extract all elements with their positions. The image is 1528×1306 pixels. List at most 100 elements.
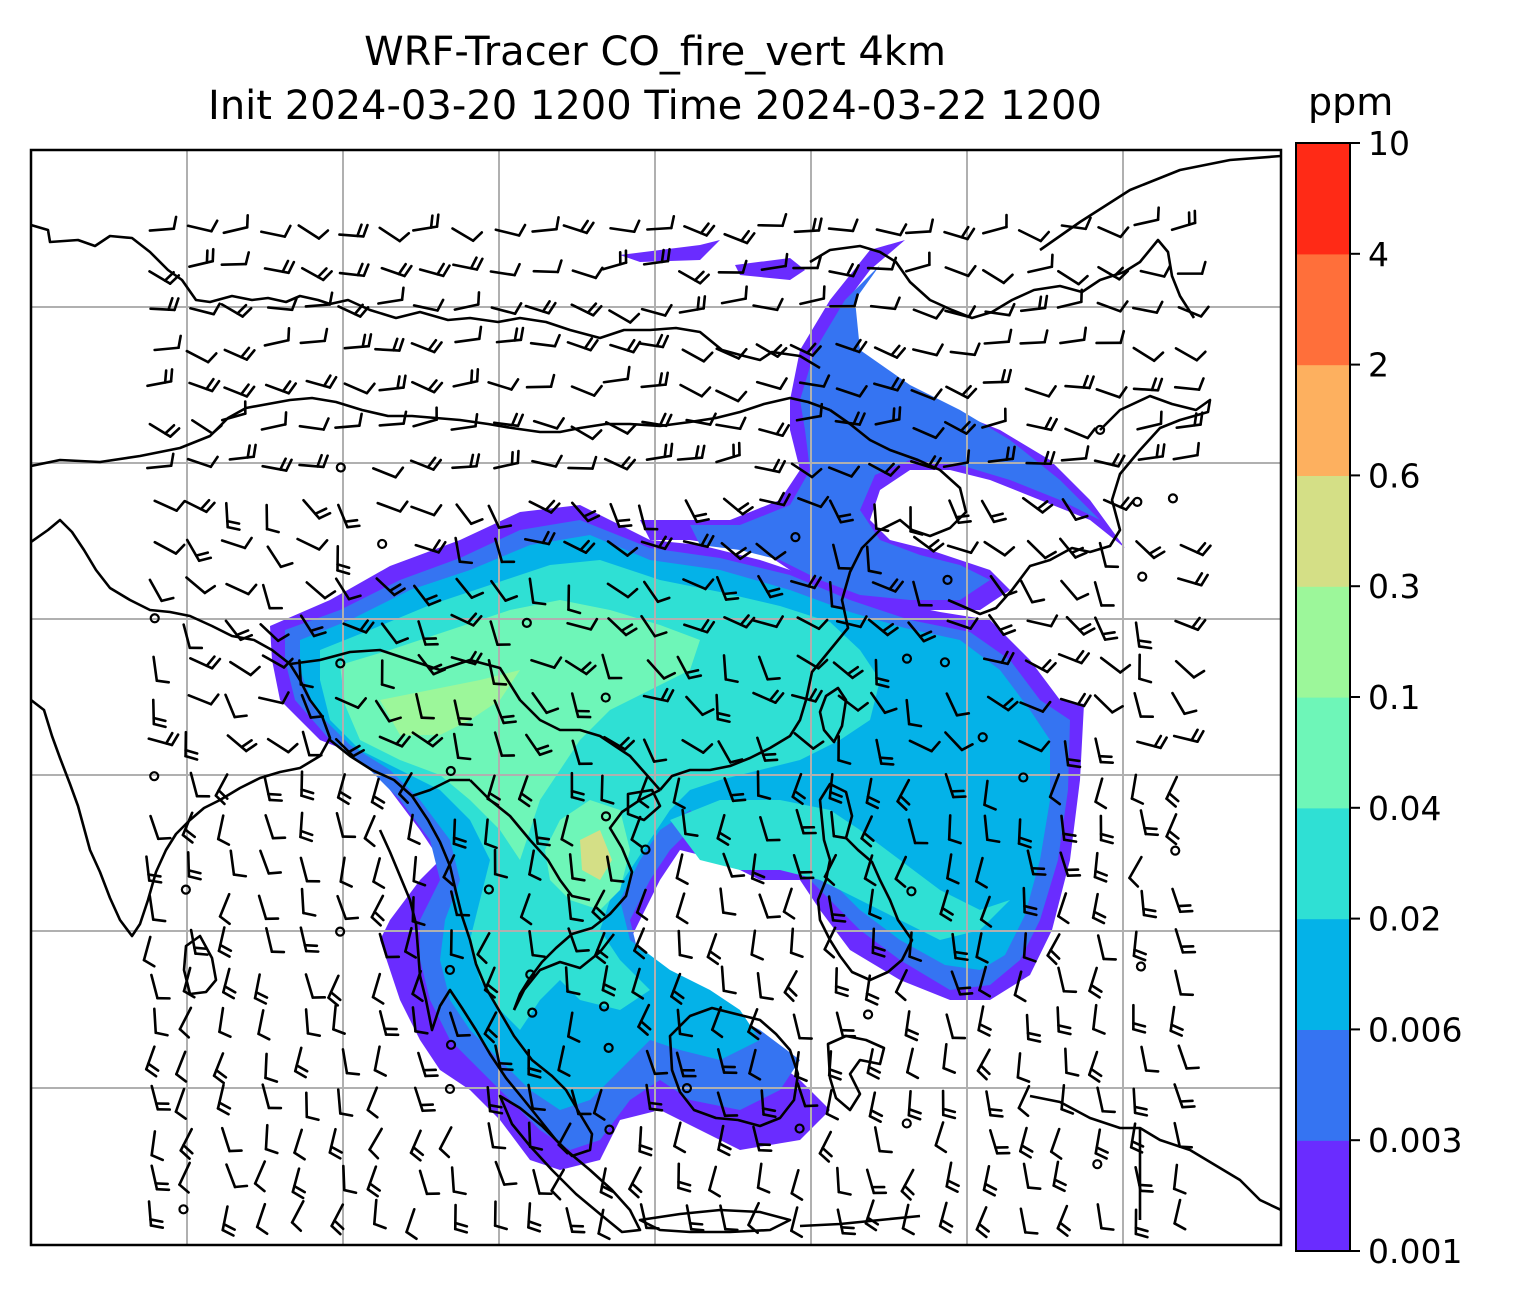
wind-barb [1140, 1045, 1160, 1073]
wind-barb [334, 737, 365, 758]
wind-barb [901, 1203, 915, 1236]
wind-barb [909, 506, 924, 536]
wind-barb [946, 541, 979, 555]
wind-barb [531, 216, 560, 233]
wind-barb [791, 772, 806, 806]
wind-barb [797, 495, 830, 509]
wind-barb [301, 730, 323, 757]
wind-calm-marker [604, 1124, 615, 1135]
wind-barb [570, 692, 592, 719]
wind-barb [1027, 253, 1054, 274]
wind-barb [366, 1086, 379, 1119]
wind-barb [719, 887, 737, 916]
wind-barb [224, 693, 248, 719]
wind-barb [645, 442, 674, 461]
wind-barb [298, 659, 314, 689]
wind-barb [795, 402, 824, 422]
wind-barb [153, 499, 186, 512]
wind-barb [946, 853, 960, 885]
wind-barb [900, 1168, 915, 1201]
wind-barb [949, 342, 981, 357]
wind-barb [672, 777, 686, 810]
wind-barb [835, 615, 868, 629]
wind-barb [224, 619, 254, 642]
wind-barb [835, 385, 868, 398]
wind-barb [836, 1166, 852, 1196]
wind-barb [253, 973, 269, 1005]
wind-barb [796, 654, 829, 670]
colorbar-tick-label: 2 [1368, 346, 1389, 385]
wind-calm-marker [335, 658, 346, 669]
wind-barb [186, 851, 202, 881]
wind-barb [1063, 740, 1082, 769]
wind-barb [567, 893, 584, 923]
wind-barb [178, 1006, 193, 1039]
wind-barb [873, 377, 905, 392]
wind-barb [1092, 1003, 1106, 1035]
wind-barb [792, 853, 815, 880]
wind-barb [717, 259, 748, 274]
wind-barb [602, 365, 631, 384]
wind-barb [1171, 691, 1198, 716]
wind-barb [1013, 970, 1027, 1003]
wind-barb [450, 612, 483, 627]
wind-barb [1064, 1047, 1080, 1077]
wind-barb [860, 815, 875, 848]
wind-barb [253, 1160, 267, 1193]
wind-barb [560, 814, 574, 847]
wind-barb [1057, 892, 1070, 925]
wind-barb [290, 1199, 305, 1233]
wind-barb [1057, 649, 1090, 665]
wind-barb [1022, 932, 1037, 963]
wind-barb [302, 498, 332, 520]
wind-barb [449, 929, 464, 960]
wind-barb [449, 890, 471, 917]
wind-barb [305, 581, 337, 600]
wind-barb [869, 296, 901, 311]
wind-barb [676, 1008, 694, 1038]
coastline-java [638, 1208, 792, 1234]
wind-barb [226, 734, 258, 753]
wind-barb [715, 389, 748, 403]
wind-barb [453, 1203, 469, 1234]
wind-barb [722, 497, 754, 516]
wind-barb [150, 973, 171, 1000]
wind-barb [570, 425, 603, 441]
wind-barb [455, 503, 484, 526]
wind-barb [939, 889, 954, 922]
wind-barb [608, 309, 641, 324]
wind-barb [182, 966, 196, 999]
wind-barb [487, 1122, 507, 1150]
wind-barb [982, 368, 1013, 384]
wind-barb [678, 270, 710, 285]
wind-barb [945, 692, 971, 717]
wind-barb [188, 377, 221, 393]
wind-barb [706, 933, 722, 966]
wind-barb [214, 773, 229, 806]
wind-barb [609, 219, 641, 234]
colorbar-segment [1296, 807, 1350, 920]
wind-barb [484, 818, 498, 850]
wind-barb [675, 892, 689, 925]
wind-barb [264, 1052, 279, 1083]
wind-barb [563, 539, 596, 554]
wind-barb [148, 578, 175, 603]
wind-barb [1176, 572, 1209, 587]
wind-barb [793, 217, 823, 234]
wind-barb [871, 927, 886, 958]
wind-barb [1177, 1044, 1200, 1070]
wind-barb [976, 1048, 991, 1081]
wind-barb [908, 739, 941, 753]
wind-barb [978, 965, 992, 998]
wind-barb [530, 656, 563, 669]
wind-barb [944, 305, 977, 319]
wind-barb [675, 853, 689, 886]
colorbar-segment [1296, 1140, 1350, 1252]
wind-barb [645, 1049, 669, 1076]
wind-barb [1059, 326, 1088, 345]
wind-barb [489, 262, 521, 277]
wind-barb [412, 298, 445, 312]
wind-barb [339, 856, 353, 888]
wind-barb [603, 456, 637, 471]
wind-barb [1017, 229, 1051, 243]
